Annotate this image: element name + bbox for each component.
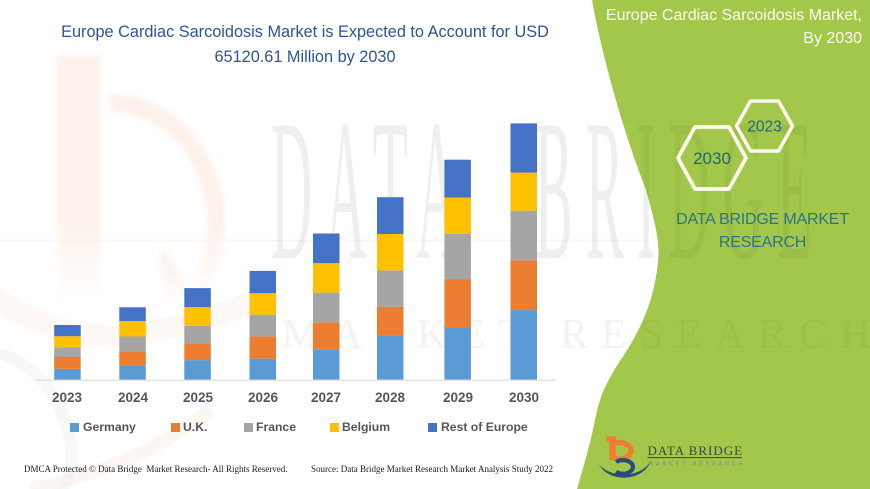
svg-text:2030: 2030 [693, 149, 731, 168]
svg-text:MARKET RESEARCH: MARKET RESEARCH [649, 462, 746, 468]
svg-text:DATA BRIDGE: DATA BRIDGE [648, 443, 744, 458]
svg-text:2023: 2023 [747, 119, 781, 136]
svg-text:MARKET RESEARCH: MARKET RESEARCH [282, 312, 870, 358]
